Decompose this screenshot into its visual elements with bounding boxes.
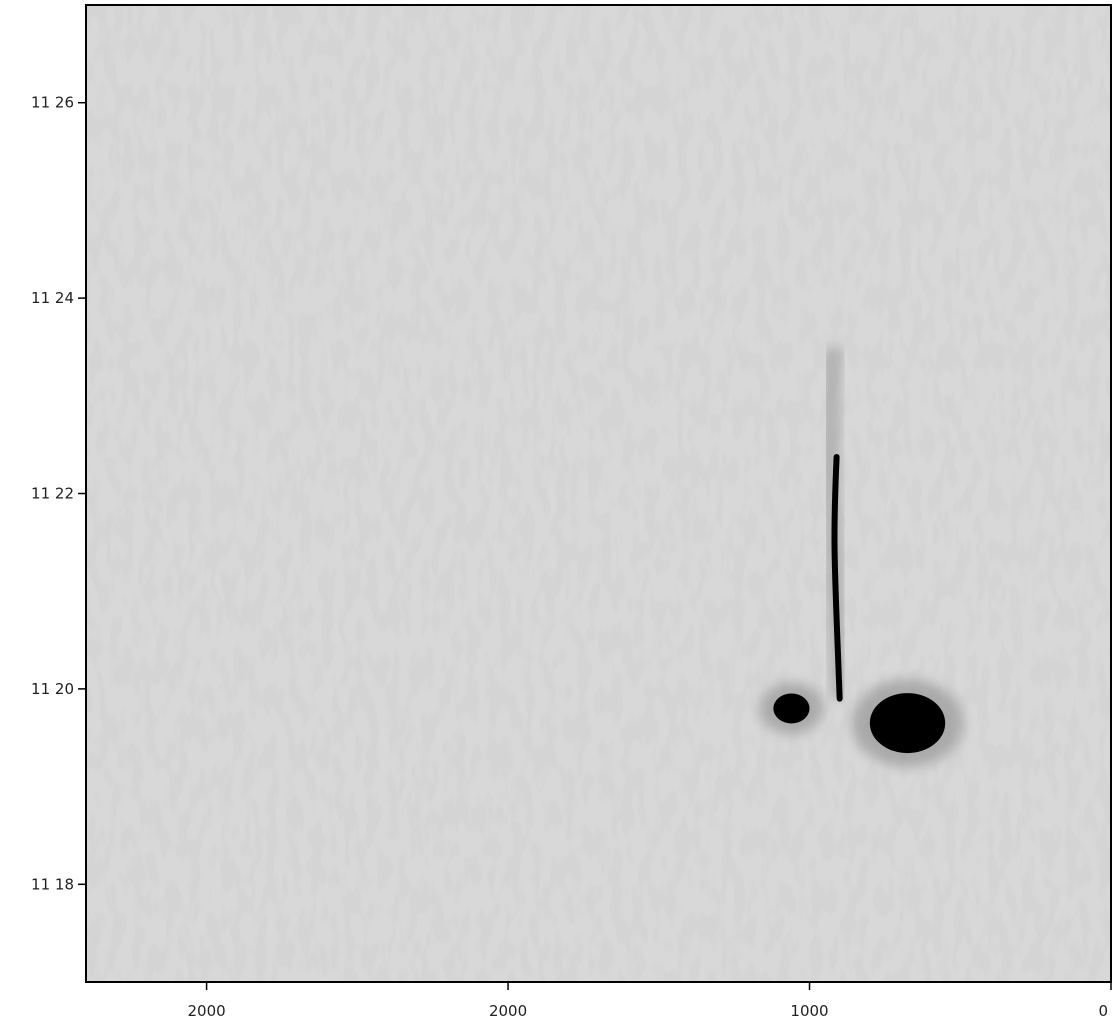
- plot-area: [86, 5, 1111, 982]
- x-tick-label-1: 2000: [489, 1002, 527, 1020]
- x-tick-label-2: 1000: [790, 1002, 828, 1020]
- x-axis: 2000 2000 1000 0: [187, 982, 1112, 1020]
- y-tick-label-4: 11 18: [31, 875, 74, 893]
- y-axis: 11 26 11 24 11 22 11 20 11 18: [31, 94, 86, 893]
- y-tick-label-3: 11 20: [31, 680, 74, 698]
- trail-core: [831, 453, 843, 702]
- y-tick-label-0: 11 26: [31, 94, 74, 112]
- x-tick-label-0: 2000: [187, 1002, 225, 1020]
- y-tick-label-2: 11 22: [31, 485, 74, 503]
- y-tick-label-1: 11 24: [31, 289, 74, 307]
- noise-texture: [86, 5, 1111, 982]
- blob-left: [773, 693, 810, 724]
- feature-layer: [759, 346, 964, 768]
- x-tick-label-3: 0: [1098, 1002, 1108, 1020]
- blob-right: [869, 693, 946, 754]
